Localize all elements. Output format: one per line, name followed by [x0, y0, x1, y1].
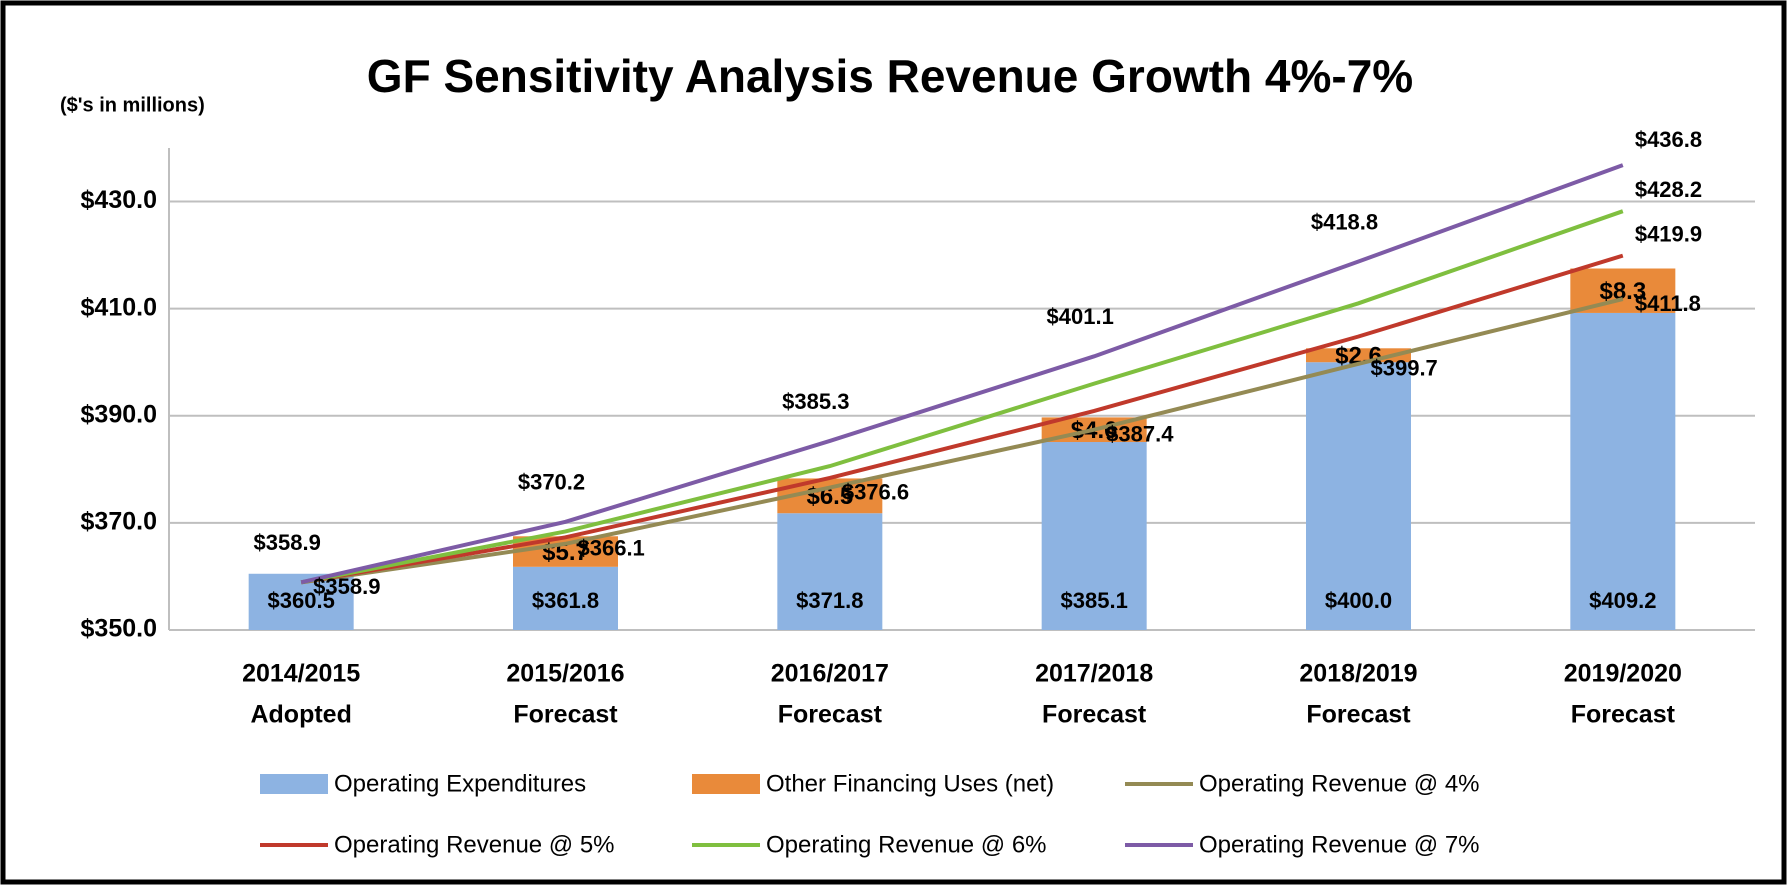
data-label: $371.8	[796, 588, 863, 613]
chart-title: GF Sensitivity Analysis Revenue Growth 4…	[367, 50, 1413, 102]
x-tick-label: Forecast	[778, 701, 883, 729]
x-tick-label: 2016/2017	[771, 660, 889, 688]
data-label: $418.8	[1311, 209, 1378, 234]
bar	[248, 573, 354, 630]
data-label: $358.9	[254, 530, 321, 555]
data-label: $358.9	[313, 574, 380, 599]
bar	[777, 513, 883, 630]
line	[300, 253, 1624, 585]
legend-label: Operating Revenue @ 7%	[1199, 831, 1480, 858]
x-tick-label: 2014/2015	[242, 660, 360, 688]
data-label: $419.9	[1635, 221, 1702, 246]
line	[300, 163, 1624, 585]
x-tick-label: 2017/2018	[1035, 660, 1153, 688]
x-tick-label: 2015/2016	[506, 660, 624, 688]
bar	[1041, 442, 1147, 630]
line	[300, 209, 1624, 585]
data-label: $366.1	[578, 536, 645, 561]
x-tick-label: Adopted	[250, 701, 351, 729]
data-label: $387.4	[1106, 422, 1174, 447]
data-label: $428.2	[1635, 177, 1702, 202]
data-label: $436.8	[1635, 127, 1702, 152]
bar	[1306, 362, 1411, 630]
x-tick-label: 2018/2019	[1299, 660, 1417, 688]
data-label: $370.2	[518, 470, 585, 495]
x-tick-label: Forecast	[513, 701, 618, 729]
y-tick-label: $350.0	[81, 615, 157, 643]
legend-label: Operating Revenue @ 5%	[334, 831, 615, 858]
x-tick-label: 2019/2020	[1564, 660, 1682, 688]
data-label: $409.2	[1589, 588, 1656, 613]
data-label: $360.5	[268, 588, 335, 613]
x-tick-label: Forecast	[1042, 701, 1147, 729]
data-label: $385.1	[1061, 588, 1128, 613]
data-label: $399.7	[1371, 356, 1438, 381]
y-tick-label: $370.0	[81, 507, 157, 535]
legend-label: Other Financing Uses (net)	[766, 770, 1054, 797]
legend-label: Operating Revenue @ 6%	[766, 831, 1047, 858]
legend-label: Operating Revenue @ 4%	[1199, 770, 1480, 797]
bar	[513, 566, 618, 630]
data-label: $376.6	[842, 479, 909, 504]
x-tick-label: Forecast	[1571, 701, 1676, 729]
data-label: $385.3	[782, 389, 849, 414]
legend-swatch	[260, 774, 328, 794]
x-tick-label: Forecast	[1306, 701, 1411, 729]
legend-label: Operating Expenditures	[334, 770, 586, 797]
data-label: $411.8	[1635, 291, 1701, 316]
y-tick-label: $430.0	[81, 186, 157, 214]
chart-subtitle: ($'s in millions)	[60, 94, 205, 116]
data-label: $361.8	[532, 588, 599, 613]
line	[300, 297, 1624, 585]
data-label: $401.1	[1047, 304, 1114, 329]
data-label: $400.0	[1325, 588, 1392, 613]
y-tick-label: $410.0	[81, 293, 157, 321]
bar	[1570, 312, 1676, 630]
y-tick-label: $390.0	[81, 400, 157, 428]
legend-swatch	[692, 774, 760, 794]
bar	[1570, 268, 1676, 313]
